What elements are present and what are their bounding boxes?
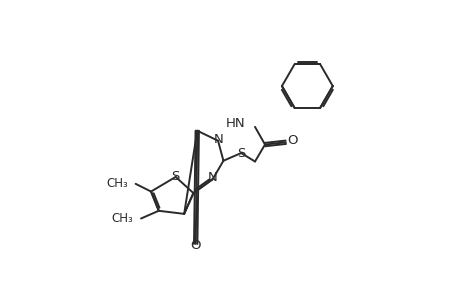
Text: S: S <box>171 170 179 183</box>
Text: S: S <box>236 146 245 160</box>
Text: N: N <box>207 171 217 184</box>
Text: O: O <box>190 239 201 252</box>
Text: N: N <box>213 133 223 146</box>
Text: O: O <box>287 134 297 147</box>
Text: CH₃: CH₃ <box>106 177 128 190</box>
Text: CH₃: CH₃ <box>112 212 133 225</box>
Text: HN: HN <box>225 116 245 130</box>
